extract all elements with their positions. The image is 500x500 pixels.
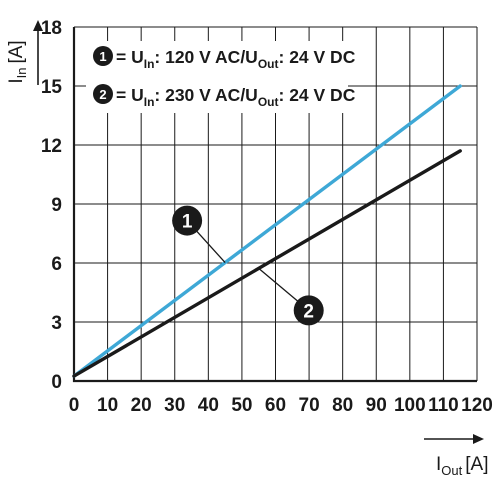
y-tick-label-2: 6 bbox=[51, 254, 62, 275]
legend-marker-1 bbox=[93, 46, 113, 66]
callout-1-marker bbox=[172, 205, 203, 236]
callout-1-label: 1 bbox=[182, 212, 193, 233]
legend-marker-2-label: 2 bbox=[99, 87, 106, 102]
callout-1: 1 bbox=[172, 205, 226, 264]
x-tick-label-3: 30 bbox=[164, 395, 185, 416]
y-axis-title-unit: [A] bbox=[6, 40, 27, 63]
callouts: 12 bbox=[172, 205, 324, 326]
x-tick-label-11: 110 bbox=[428, 395, 459, 416]
legend-marker-1-label: 1 bbox=[99, 49, 106, 64]
legend-entry-1-text: = UIn: 120 V AC/UOut: 24 V DC bbox=[116, 47, 356, 71]
y-axis-title: IIn [A] bbox=[6, 40, 29, 83]
x-axis-title-sub: Out bbox=[441, 463, 462, 478]
x-axis-title-arrow bbox=[424, 434, 484, 444]
x-tick-label-10: 100 bbox=[394, 395, 426, 416]
callout-2-marker bbox=[293, 295, 324, 326]
x-tick-label-6: 60 bbox=[265, 395, 286, 416]
svg-text:IIn[A]: IIn [A] bbox=[6, 40, 29, 83]
series-line-2 bbox=[72, 149, 462, 378]
x-tick-label-7: 70 bbox=[299, 395, 320, 416]
x-tick-label-8: 80 bbox=[332, 395, 353, 416]
x-tick-label-9: 90 bbox=[366, 395, 387, 416]
legend-entry-1: 1 = UIn: 120 V AC/UOut: 24 V DC bbox=[93, 46, 356, 71]
legend-entry-2-text: = UIn: 230 V AC/UOut: 24 V DC bbox=[116, 85, 356, 109]
callout-2-label: 2 bbox=[303, 301, 314, 322]
x-tick-label-5: 50 bbox=[231, 395, 252, 416]
axes bbox=[72, 27, 477, 383]
y-tick-label-6: 18 bbox=[41, 18, 62, 39]
y-tick-label-4: 12 bbox=[41, 136, 62, 157]
y-axis-title-main: I bbox=[6, 78, 27, 83]
legend-entry-2: 2 = UIn: 230 V AC/UOut: 24 V DC bbox=[93, 84, 356, 109]
x-axis-title: IOut [A] bbox=[436, 454, 488, 478]
y-tick-label-3: 9 bbox=[51, 195, 62, 216]
x-axis-title-main: I bbox=[436, 454, 441, 475]
x-tick-label-1: 10 bbox=[97, 395, 118, 416]
y-tick-label-0: 0 bbox=[51, 372, 62, 393]
y-axis-title-sub: In bbox=[14, 68, 29, 79]
y-tick-label-1: 3 bbox=[51, 313, 62, 334]
legend-marker-2 bbox=[93, 84, 113, 104]
x-tick-label-2: 20 bbox=[131, 395, 152, 416]
y-tick-label-5: 15 bbox=[41, 77, 63, 98]
x-tick-label-4: 40 bbox=[198, 395, 219, 416]
x-tick-label-0: 0 bbox=[69, 395, 80, 416]
callout-2: 2 bbox=[258, 267, 324, 326]
series-line-1 bbox=[72, 84, 462, 378]
y-axis-title-arrow bbox=[33, 20, 43, 85]
series bbox=[72, 84, 462, 378]
x-axis-title-unit: [A] bbox=[465, 454, 488, 475]
x-tick-label-12: 120 bbox=[461, 395, 493, 416]
legend-background bbox=[86, 41, 348, 113]
legend: 1 = UIn: 120 V AC/UOut: 24 V DC 2 = UIn:… bbox=[86, 41, 356, 113]
